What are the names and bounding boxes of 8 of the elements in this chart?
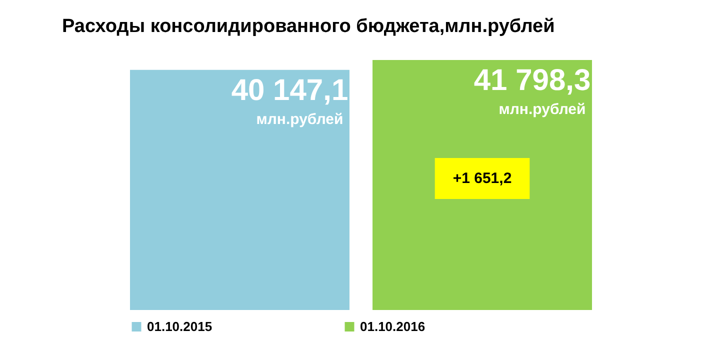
legend-label: 01.10.2015 — [147, 318, 212, 334]
annotation: млн.рублей — [498, 101, 586, 118]
chart-title: Расходы консолидированного бюджета,млн.рублей — [62, 16, 555, 37]
annotation: млн.рублей — [256, 110, 344, 128]
data-label: 40 147,1 — [231, 74, 348, 107]
data-label: 41 798,3 — [474, 64, 591, 97]
legend-label: 01.10.2016 — [360, 318, 426, 334]
annotation: +1 651,2 — [452, 170, 512, 187]
